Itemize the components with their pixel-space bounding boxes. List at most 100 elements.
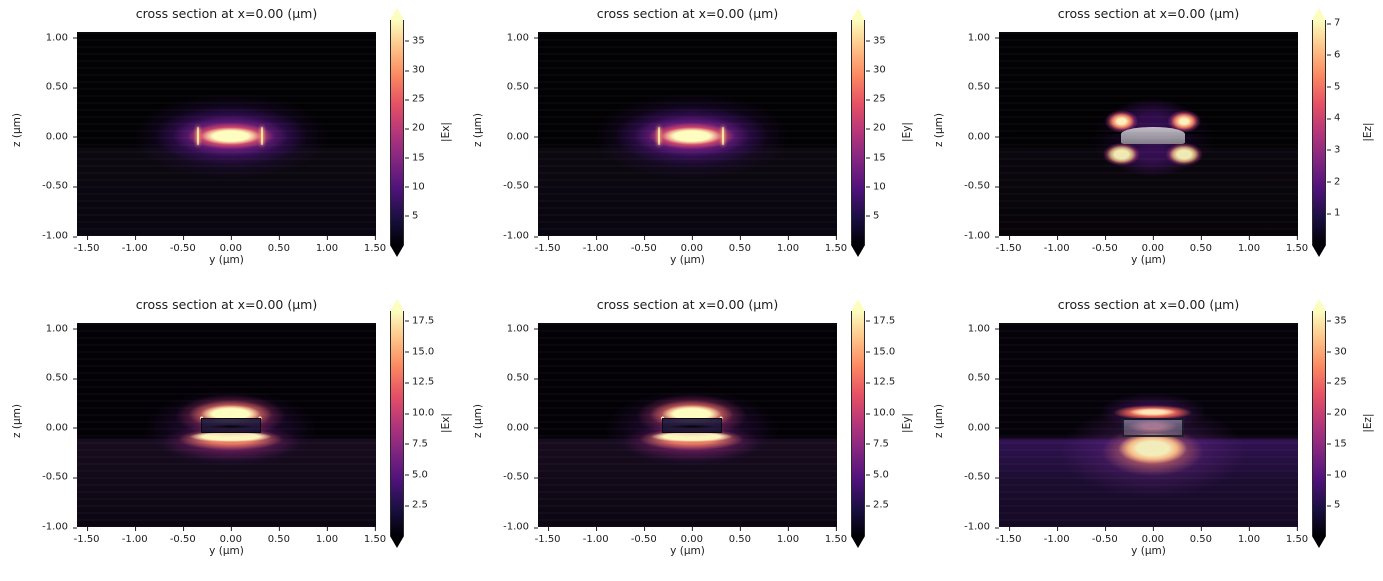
colorbar-label: |Ey|: [901, 413, 913, 433]
x-tick-label: -1.00: [1044, 527, 1070, 545]
x-tick-label: -1.50: [74, 236, 100, 254]
colorbar-tick-label: 30: [865, 65, 886, 76]
x-tick-label: 0.50: [268, 236, 290, 254]
y-tick-label: -0.50: [503, 181, 538, 192]
colorbar-tick-label: 2: [1326, 176, 1340, 187]
x-tick-label: -1.50: [996, 527, 1022, 545]
colorbar-tick-label: 2.5: [865, 500, 889, 511]
colorbar-tick-label: 30: [1326, 346, 1347, 357]
x-tick-label: 1.50: [1286, 527, 1308, 545]
x-axis-label: y (μm): [209, 254, 244, 266]
y-axis-label: z (μm): [11, 404, 23, 438]
subplot: cross section at x=0.00 (μm) z (μm) -1.5…: [0, 0, 461, 290]
x-tick-label: 1.50: [1286, 236, 1308, 254]
x-tick-label: 0.50: [729, 236, 751, 254]
colorbar-label: |Ez|: [1362, 413, 1374, 433]
x-tick-label: 1.00: [777, 236, 799, 254]
x-tick-label: 1.00: [316, 236, 338, 254]
y-tick-label: -0.50: [42, 472, 77, 483]
y-tick-label: -1.00: [503, 231, 538, 242]
y-tick-label: 0.50: [507, 373, 539, 384]
plot-area: -1.50 -1.00 -0.50 0.00 0.50 1.00 1.50 1.00 0.50 0…: [42, 323, 386, 545]
colorbar-extend-min-arrow: [851, 245, 865, 257]
colorbar-gradient: [390, 311, 404, 536]
colorbar-tick-label: 10.0: [865, 408, 895, 419]
y-tick-label: 1.00: [46, 323, 78, 334]
x-tick-label: -1.50: [535, 527, 561, 545]
x-tick-label: -0.50: [1092, 527, 1118, 545]
y-tick-label: -1.00: [964, 231, 999, 242]
colorbar-tick-label: 7.5: [865, 438, 889, 449]
field-heatmap: [538, 32, 837, 236]
colorbar-ticks: 2.5 5.0 7.5 10.0 12.5 15.0 17.5: [404, 311, 444, 536]
x-tick-label: 1.00: [777, 527, 799, 545]
colorbar-tick-label: 15: [1326, 438, 1347, 449]
y-axis-label: z (μm): [933, 113, 945, 147]
colorbar-tick-label: 10: [865, 181, 886, 192]
colorbar-extend-max-arrow: [390, 299, 404, 311]
x-tick-label: -0.50: [631, 527, 657, 545]
colorbar-tick-label: 25: [404, 94, 425, 105]
colorbar-extend-max-arrow: [390, 8, 404, 20]
colorbar-tick-label: 5.0: [865, 469, 889, 480]
colorbar-label: |Ex|: [440, 122, 452, 142]
x-tick-label: -1.50: [535, 236, 561, 254]
plot-title: cross section at x=0.00 (μm): [596, 6, 779, 21]
colorbar-tick-label: 20: [404, 123, 425, 134]
y-tick-label: 0.50: [507, 82, 539, 93]
y-tick-label: 0.50: [968, 82, 1000, 93]
plot-area: -1.50 -1.00 -0.50 0.00 0.50 1.00 1.50 1.00 0.50 0…: [503, 32, 847, 254]
colorbar-tick-label: 10.0: [404, 408, 434, 419]
y-tick-label: -1.00: [503, 522, 538, 533]
colorbar-tick-label: 35: [1326, 315, 1347, 326]
colorbar-tick-label: 5: [1326, 500, 1340, 511]
y-tick-label: 1.00: [968, 323, 1000, 334]
waveguide-structure-overlay: [1122, 417, 1184, 438]
colorbar-tick-label: 12.5: [404, 377, 434, 388]
y-axis-label: z (μm): [472, 113, 484, 147]
x-tick-label: 0.50: [1190, 236, 1212, 254]
colorbar-tick-label: 12.5: [865, 377, 895, 388]
y-tick-label: 0.00: [968, 422, 1000, 433]
colorbar-tick-label: 25: [1326, 377, 1347, 388]
x-tick-label: -0.50: [631, 236, 657, 254]
colorbar-extend-max-arrow: [1312, 8, 1326, 20]
colorbar-tick-label: 10: [1326, 469, 1347, 480]
x-tick-label: 0.00: [220, 527, 242, 545]
colorbar-tick-label: 7: [1326, 18, 1340, 29]
y-axis-label: z (μm): [11, 113, 23, 147]
y-tick-label: 1.00: [507, 32, 539, 43]
y-axis-label: z (μm): [472, 404, 484, 438]
colorbar-ticks: 5 10 15 20 25 30 35: [1326, 311, 1366, 536]
colorbar-extend-max-arrow: [1312, 299, 1326, 311]
colorbar-gradient: [851, 20, 865, 245]
x-tick-label: 1.50: [364, 527, 386, 545]
waveguide-structure-overlay: [201, 418, 261, 433]
x-tick-label: -1.00: [122, 527, 148, 545]
colorbar-extend-max-arrow: [851, 8, 865, 20]
x-tick-label: 0.00: [220, 236, 242, 254]
colorbar-label: |Ey|: [901, 122, 913, 142]
plot-area: -1.50 -1.00 -0.50 0.00 0.50 1.00 1.50 1.00 0.50 0…: [964, 323, 1308, 545]
y-tick-label: 0.00: [968, 131, 1000, 142]
plot-area: -1.50 -1.00 -0.50 0.00 0.50 1.00 1.50 1.00 0.50 0…: [503, 323, 847, 545]
colorbar-ticks: 5 10 15 20 25 30 35: [865, 20, 905, 245]
colorbar-extend-min-arrow: [1312, 245, 1326, 257]
x-tick-label: -1.00: [1044, 236, 1070, 254]
colorbar-tick-label: 5.0: [404, 469, 428, 480]
colorbar-gradient: [390, 20, 404, 245]
colorbar-tick-label: 20: [1326, 408, 1347, 419]
y-tick-label: 1.00: [968, 32, 1000, 43]
x-tick-label: 0.00: [681, 236, 703, 254]
y-tick-label: 0.00: [507, 422, 539, 433]
x-tick-label: -0.50: [170, 527, 196, 545]
y-tick-label: -0.50: [964, 181, 999, 192]
colorbar-extend-min-arrow: [390, 245, 404, 257]
y-tick-label: 0.00: [507, 131, 539, 142]
x-tick-label: -1.00: [583, 236, 609, 254]
x-tick-label: -0.50: [1092, 236, 1118, 254]
x-tick-label: 1.00: [316, 527, 338, 545]
waveguide-structure-overlay: [662, 418, 722, 433]
x-axis-label: y (μm): [670, 254, 705, 266]
